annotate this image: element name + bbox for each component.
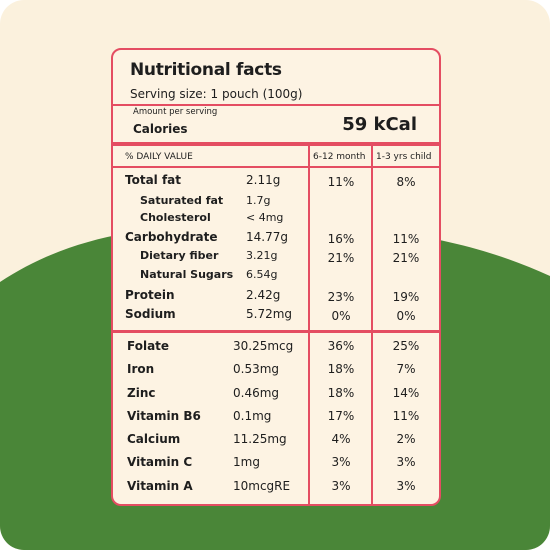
nutrient-amount: 6.54g (246, 268, 278, 281)
serving-size: Serving size: 1 pouch (100g) (130, 87, 303, 101)
infant-daily-value: 3% (331, 455, 351, 469)
child-daily-value: 14% (392, 386, 420, 400)
infant-daily-value: 18% (327, 386, 355, 400)
column-divider (371, 146, 373, 504)
nutrient-name: Saturated fat (140, 194, 224, 207)
nutrient-amount: < 4mg (246, 211, 284, 224)
child-column-header: 1-3 yrs child (376, 152, 432, 162)
nutrient-name: Calcium (127, 432, 181, 446)
child-daily-value: 19% (392, 290, 420, 304)
infant-daily-value: 18% (327, 362, 355, 376)
nutrient-name: Carbohydrate (125, 230, 218, 244)
child-daily-value: 3% (396, 479, 416, 493)
nutrient-name: Iron (127, 362, 155, 376)
nutrient-amount: 5.72mg (246, 307, 293, 321)
nutrient-name: Vitamin A (127, 479, 193, 493)
nutrient-amount: 30.25mcg (233, 339, 294, 353)
child-daily-value: 21% (392, 251, 420, 265)
nutrient-name: Folate (127, 339, 170, 353)
nutrient-amount: 1mg (233, 455, 260, 469)
calories-label: Calories (133, 122, 188, 136)
nutrient-amount: 14.77g (246, 230, 288, 244)
infant-daily-value: 36% (327, 339, 355, 353)
nutrient-amount: 11.25mg (233, 432, 287, 446)
infant-daily-value: 17% (327, 409, 355, 423)
divider-thick (113, 330, 439, 333)
nutrient-name: Dietary fiber (140, 249, 219, 262)
child-daily-value: 25% (392, 339, 420, 353)
nutrient-name: Sodium (125, 307, 176, 321)
infant-daily-value: 11% (327, 175, 355, 189)
nutrient-name: Vitamin C (127, 455, 193, 469)
nutrient-amount: 2.42g (246, 288, 281, 302)
nutrient-amount: 1.7g (246, 194, 271, 207)
infant-daily-value: 23% (327, 290, 355, 304)
child-daily-value: 8% (396, 175, 416, 189)
infant-daily-value: 0% (331, 309, 351, 323)
nutrient-amount: 0.53mg (233, 362, 280, 376)
infant-daily-value: 21% (327, 251, 355, 265)
nutrient-amount: 10mcgRE (233, 479, 291, 493)
nutrient-name: Natural Sugars (140, 268, 234, 281)
nutrient-amount: 0.46mg (233, 386, 280, 400)
child-daily-value: 3% (396, 455, 416, 469)
infant-daily-value: 16% (327, 232, 355, 246)
nutrition-facts-label: Nutritional facts Serving size: 1 pouch … (111, 48, 441, 506)
divider-thick (113, 142, 439, 146)
child-daily-value: 11% (392, 232, 420, 246)
child-daily-value: 2% (396, 432, 416, 446)
divider (113, 166, 439, 168)
infant-daily-value: 4% (331, 432, 351, 446)
infant-column-header: 6-12 month (313, 152, 366, 162)
child-daily-value: 11% (392, 409, 420, 423)
divider (113, 104, 439, 106)
nutrient-name: Vitamin B6 (127, 409, 201, 423)
label-title: Nutritional facts (130, 60, 282, 80)
infant-daily-value: 3% (331, 479, 351, 493)
daily-value-header: % DAILY VALUE (125, 152, 193, 162)
nutrient-name: Protein (125, 288, 175, 302)
child-daily-value: 0% (396, 309, 416, 323)
nutrient-amount: 3.21g (246, 249, 278, 262)
nutrient-amount: 0.1mg (233, 409, 272, 423)
amount-per-serving: Amount per serving (133, 107, 218, 117)
column-divider (308, 146, 310, 504)
calories-value: 59 kCal (342, 114, 417, 135)
nutrient-amount: 2.11g (246, 173, 281, 187)
nutrient-name: Cholesterol (140, 211, 211, 224)
child-daily-value: 7% (396, 362, 416, 376)
nutrient-name: Total fat (125, 173, 182, 187)
nutrient-name: Zinc (127, 386, 156, 400)
